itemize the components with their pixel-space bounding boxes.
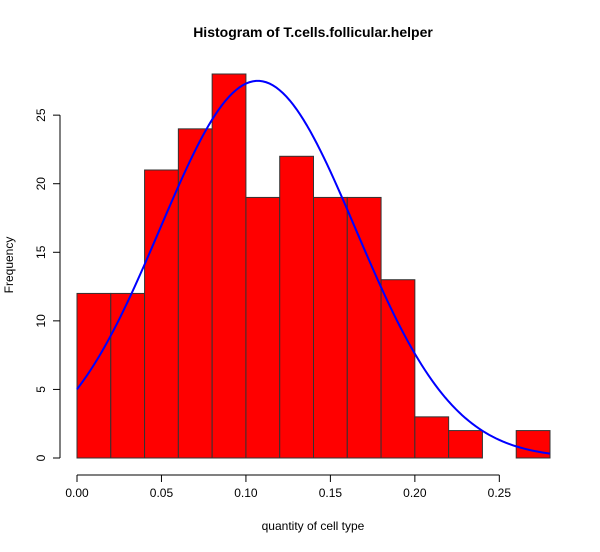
histogram-bar bbox=[346, 196, 382, 459]
x-tick-label: 0.15 bbox=[319, 486, 343, 500]
x-tick-label: 0.20 bbox=[403, 486, 427, 500]
density-curve bbox=[76, 79, 551, 455]
y-axis-label: Frequency bbox=[2, 237, 16, 294]
y-tick-label: 15 bbox=[34, 245, 48, 259]
x-tick-label: 0.10 bbox=[234, 486, 258, 500]
histogram-bar bbox=[144, 169, 179, 459]
x-tick-label: 0.25 bbox=[488, 486, 512, 500]
histogram-bar bbox=[279, 155, 315, 459]
histogram-bar bbox=[76, 292, 112, 459]
y-tick-label: 25 bbox=[34, 108, 48, 122]
x-tick-label: 0.00 bbox=[65, 486, 89, 500]
histogram-bar bbox=[177, 128, 213, 459]
bars-group bbox=[76, 73, 551, 459]
y-tick-label: 20 bbox=[34, 177, 48, 191]
y-tick-label: 0 bbox=[34, 454, 48, 461]
histogram-bar bbox=[414, 416, 450, 459]
histogram-bar bbox=[313, 196, 348, 459]
histogram-bar bbox=[245, 196, 281, 459]
x-tick-label: 0.05 bbox=[150, 486, 174, 500]
chart-title: Histogram of T.cells.follicular.helper bbox=[193, 24, 433, 40]
histogram-bar bbox=[515, 430, 551, 459]
x-axis: 0.00 0.05 0.10 0.15 0.20 0.25 bbox=[65, 474, 512, 500]
x-axis-label: quantity of cell type bbox=[262, 519, 365, 533]
y-tick-label: 5 bbox=[34, 386, 48, 393]
histogram-bar bbox=[110, 292, 146, 459]
histogram-bar bbox=[448, 430, 483, 459]
y-tick-label: 10 bbox=[34, 314, 48, 328]
histogram-bar bbox=[380, 279, 416, 459]
histogram-bar bbox=[211, 73, 247, 459]
y-axis: 0 5 10 15 20 25 bbox=[34, 108, 61, 461]
